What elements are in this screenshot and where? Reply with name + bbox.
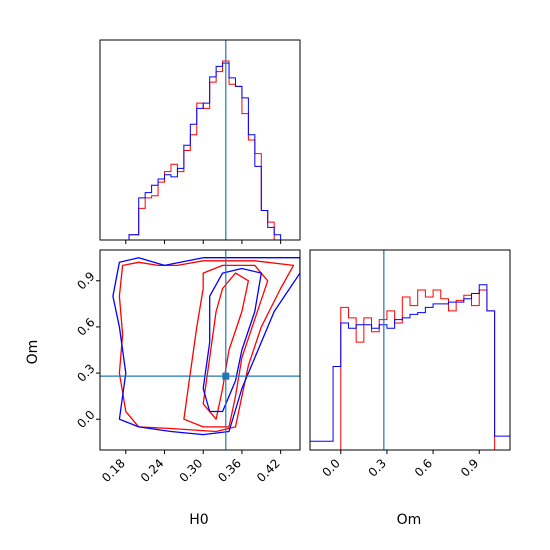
hist-om-panel: 0.0 0.3 0.6 0.9: [309, 249, 511, 480]
hist-om-frame: [309, 249, 511, 451]
contour-red-0: [118, 260, 295, 433]
h0-xtick-label-4: 0.42: [254, 456, 283, 485]
om-xtick-label-1: 0.3: [366, 456, 389, 479]
hist-om-red-series: [310, 289, 510, 451]
contour-blue-1: [202, 267, 262, 413]
h0-xtick-label-1: 0.24: [138, 456, 167, 485]
hist-om-blue-series: [310, 284, 510, 442]
contour-blue-0: [112, 257, 300, 436]
h0-om-panel: 0.18 0.24 0.30 0.36 0.42 0.0 0.3 0.6 0.9: [74, 249, 301, 485]
truth-marker: [222, 372, 230, 380]
om-xtick-label-0: 0.0: [319, 456, 342, 479]
h0-om-frame: [99, 249, 301, 451]
contour-red-2: [202, 272, 250, 420]
x-axis-label-h0: H0: [189, 512, 208, 528]
contour-layer: [100, 250, 300, 450]
y-axis-label-om: Om: [25, 340, 41, 365]
om-ytick-label-0: 0.0: [74, 408, 97, 431]
om-ytick-label-2: 0.6: [74, 315, 97, 338]
om-xtick-label-3: 0.9: [458, 456, 481, 479]
x-axis-label-om: Om: [397, 512, 422, 528]
hist-h0-red-series: [100, 60, 300, 241]
om-ytick-label-1: 0.3: [74, 361, 97, 384]
om-ytick-label-3: 0.9: [74, 269, 97, 292]
hist-h0-blue-series: [100, 62, 300, 241]
h0-xtick-label-2: 0.30: [177, 456, 206, 485]
hist-h0-frame: [99, 39, 301, 241]
hist-h0-panel: [99, 39, 301, 244]
h0-xtick-label-3: 0.36: [215, 456, 244, 485]
om-xtick-label-2: 0.6: [412, 456, 435, 479]
h0-xtick-label-0: 0.18: [99, 456, 128, 485]
